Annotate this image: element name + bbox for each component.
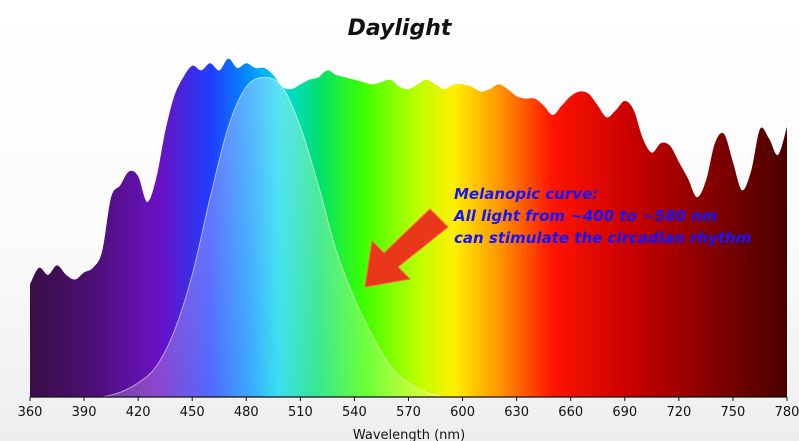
x-tick-label: 660 <box>558 405 583 420</box>
melanopic-curve-area <box>101 76 445 398</box>
x-tick-label: 630 <box>504 405 529 420</box>
x-tick-label: 480 <box>234 405 259 420</box>
x-tick-label: 540 <box>342 405 367 420</box>
x-tick-label: 780 <box>775 405 799 420</box>
annotation-line-3: can stimulate the circadian rhythm <box>454 229 752 247</box>
annotation-line-2: All light from ~400 to ~580 nm <box>454 207 718 225</box>
x-tick-label: 450 <box>180 405 205 420</box>
x-tick-label: 420 <box>126 405 151 420</box>
x-tick-label: 360 <box>18 405 43 420</box>
x-tick-label: 570 <box>396 405 421 420</box>
chart-title: Daylight <box>347 16 452 41</box>
x-tick-label: 750 <box>721 405 746 420</box>
x-tick-label: 600 <box>450 405 475 420</box>
x-tick-label: 720 <box>666 405 691 420</box>
x-tick-label: 690 <box>612 405 637 420</box>
annotation-line-1: Melanopic curve: <box>454 185 599 203</box>
melanopic-annotation: Melanopic curve: All light from ~400 to … <box>454 183 751 249</box>
annotation-arrow <box>364 208 449 288</box>
x-tick-label: 510 <box>288 405 313 420</box>
x-axis-label: Wavelength (nm) <box>353 428 465 441</box>
x-tick-label: 390 <box>72 405 97 420</box>
